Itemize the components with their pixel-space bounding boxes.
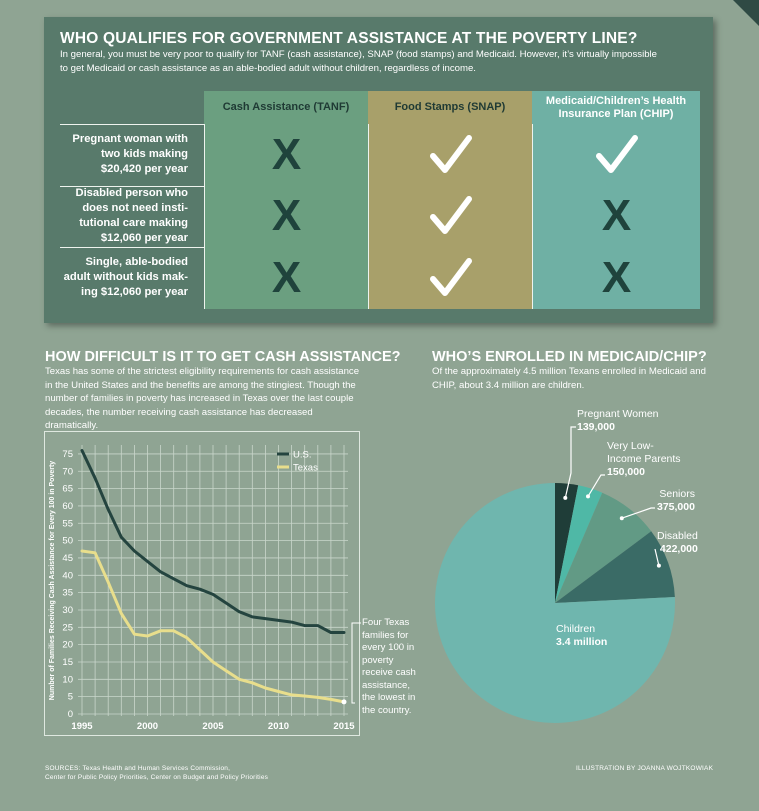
qualification-cell: X [532, 185, 700, 247]
pie-slice-children [434, 483, 675, 724]
pie-label-text: Income Parents [607, 453, 681, 465]
checkmark-icon [595, 134, 638, 173]
legend-label: Texas [293, 463, 318, 474]
pie-value: 422,000 [659, 543, 698, 555]
pie-label-text: Seniors [659, 488, 695, 500]
x-tick-label: 2015 [333, 721, 355, 732]
legend-label: U.S. [293, 450, 311, 461]
qualification-cell: X [204, 247, 368, 309]
pie-label: Children 3.4 million [556, 623, 607, 649]
y-axis-label: Number of Families Receiving Cash Assist… [49, 461, 56, 700]
pie-label-text: Disabled [657, 530, 698, 542]
series-line-us [80, 449, 346, 634]
column-header: Medicaid/Children’s Health Insurance Pla… [532, 91, 700, 124]
x-mark-icon: X [271, 191, 302, 241]
pie-leader-line [587, 474, 605, 497]
y-tick-label: 50 [62, 536, 73, 547]
y-tick-label: 70 [62, 466, 73, 477]
y-tick-label: 55 [62, 518, 73, 529]
corner-decoration [733, 0, 759, 26]
medicaid-section-title: WHO’S ENROLLED IN MEDICAID/CHIP? [432, 349, 707, 365]
pie-leader-dot [656, 563, 661, 568]
y-tick-label: 65 [62, 484, 73, 495]
qualification-cell [368, 247, 532, 309]
x-tick-label: 1995 [71, 721, 93, 732]
checkmark-icon [429, 196, 472, 235]
pie-leader-dot [563, 495, 568, 500]
pie-leader-dot [586, 494, 590, 499]
x-tick-label: 2005 [202, 721, 224, 732]
qualification-intro: In general, you must be very poor to qua… [60, 49, 658, 74]
qualification-cell: X [204, 185, 368, 247]
pie-label: Very Low- Income Parents 150,000 [607, 440, 681, 479]
row-label: Pregnant woman with two kids making $20,… [72, 133, 188, 176]
footer-sources: SOURCES: Texas Health and Human Services… [45, 764, 268, 782]
y-tick-label: 35 [62, 588, 73, 599]
x-tick-label: 2000 [137, 721, 158, 732]
y-tick-label: 15 [62, 657, 73, 668]
qualification-cell: X [532, 247, 700, 309]
pie-value: 150,000 [607, 466, 645, 478]
pie-value: 375,000 [657, 501, 695, 513]
illustration-credit: ILLUSTRATION BY JOANNA WOJTKOWIAK [576, 765, 714, 772]
pie-leader-dot [619, 516, 624, 521]
column-header: Cash Assistance (TANF) [204, 91, 368, 124]
y-tick-label: 45 [62, 553, 73, 564]
texas-annotation: Four Texas families for every 100 in pov… [362, 617, 416, 716]
y-tick-label: 0 [68, 709, 73, 720]
pie-label-text: Pregnant Women [577, 408, 659, 420]
y-tick-label: 25 [62, 622, 73, 633]
checkmark-icon [429, 257, 472, 296]
pie-label-text: Very Low- [607, 440, 654, 452]
qualification-table: Cash Assistance (TANF) Food Stamps (SNAP)… [60, 91, 700, 309]
pie-slice-seniors [555, 492, 652, 603]
y-tick-label: 5 [68, 692, 73, 703]
line-chart-svg: 0 5 10 15 20 25 30 35 40 45 50 55 60 65 70 75 1995 2000 20… [49, 445, 355, 732]
pie-value: 139,000 [577, 421, 615, 433]
qualification-cell [368, 124, 532, 186]
y-tick-label: 30 [62, 605, 73, 616]
qualification-cell [532, 124, 700, 186]
y-tick-label: 75 [62, 449, 73, 460]
y-tick-label: 60 [62, 501, 73, 512]
pie-leader-line [564, 426, 576, 499]
checkmark-icon [429, 134, 472, 173]
x-mark-icon: X [271, 252, 302, 302]
row-label: Disabled person who does not need insti-… [75, 187, 188, 245]
series-line-texas [80, 549, 346, 704]
qualification-panel: WHO QUALIFIES FOR GOVERNMENT ASSISTANCE … [44, 17, 713, 323]
x-mark-icon: X [271, 129, 302, 179]
qualification-title: WHO QUALIFIES FOR GOVERNMENT ASSISTANCE … [60, 30, 638, 47]
row-label: Single, able-bodied adult without kids m… [63, 256, 188, 299]
y-tick-label: 10 [62, 674, 73, 685]
pie-label: Pregnant Women 139,000 [577, 408, 659, 434]
pie-label-text: Children [556, 623, 596, 635]
pie-label: Seniors 375,000 [657, 488, 695, 514]
cash-section-title: HOW DIFFICULT IS IT TO GET CASH ASSISTAN… [45, 349, 401, 365]
sources-line-2: Center for Public Policy Priorities, Cen… [45, 774, 269, 781]
x-mark-icon: X [601, 252, 632, 302]
x-tick-label: 2010 [268, 721, 289, 732]
pie-leader-line [621, 507, 655, 519]
pie-value: 3.4 million [556, 636, 608, 648]
medicaid-section-text: Of the approximately 4.5 million Texans … [432, 366, 706, 391]
cash-section-text: Texas has some of the strictest eligibil… [45, 366, 360, 431]
pie-slice-very-low-income-parents [555, 485, 603, 603]
texas-end-marker [341, 699, 347, 705]
pie-label: Disabled 422,000 [657, 530, 698, 556]
y-tick-label: 40 [62, 570, 73, 581]
cash-line-chart: 0 5 10 15 20 25 30 35 40 45 50 55 60 65 70 75 1995 2000 20… [44, 431, 360, 736]
sources-line-1: SOURCES: Texas Health and Human Services… [45, 765, 231, 772]
pie-slice-pregnant-women [555, 483, 579, 603]
x-mark-icon: X [601, 191, 632, 241]
y-tick-label: 20 [62, 640, 73, 651]
column-header: Food Stamps (SNAP) [368, 91, 532, 124]
qualification-cell [368, 185, 532, 247]
qualification-cell: X [204, 124, 368, 186]
